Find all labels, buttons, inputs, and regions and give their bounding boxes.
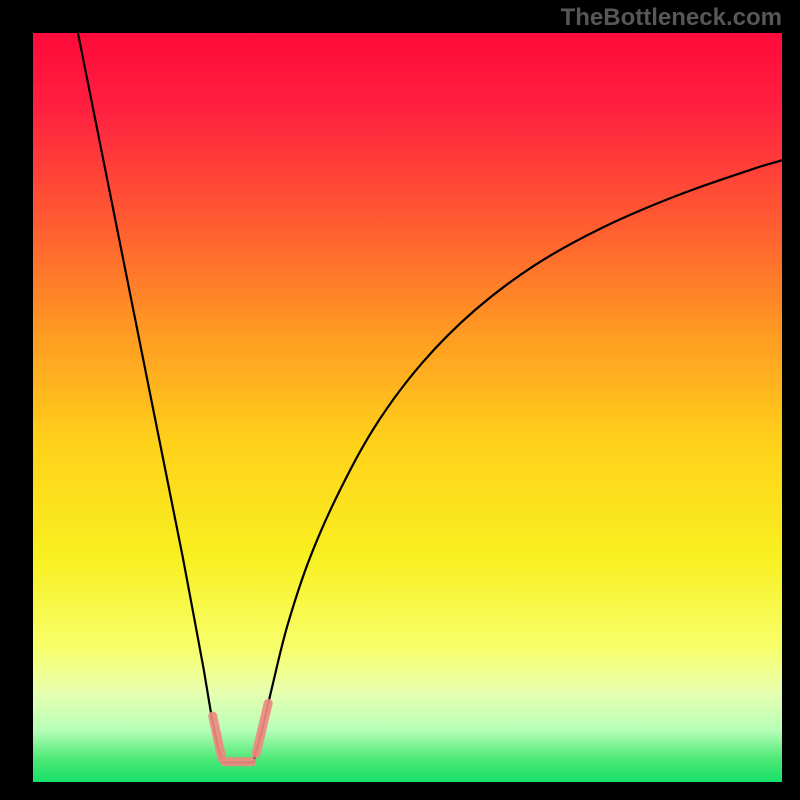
plot-area <box>33 33 782 782</box>
watermark-text: TheBottleneck.com <box>561 4 782 32</box>
gradient-background <box>33 33 782 782</box>
plot-svg <box>33 33 782 782</box>
